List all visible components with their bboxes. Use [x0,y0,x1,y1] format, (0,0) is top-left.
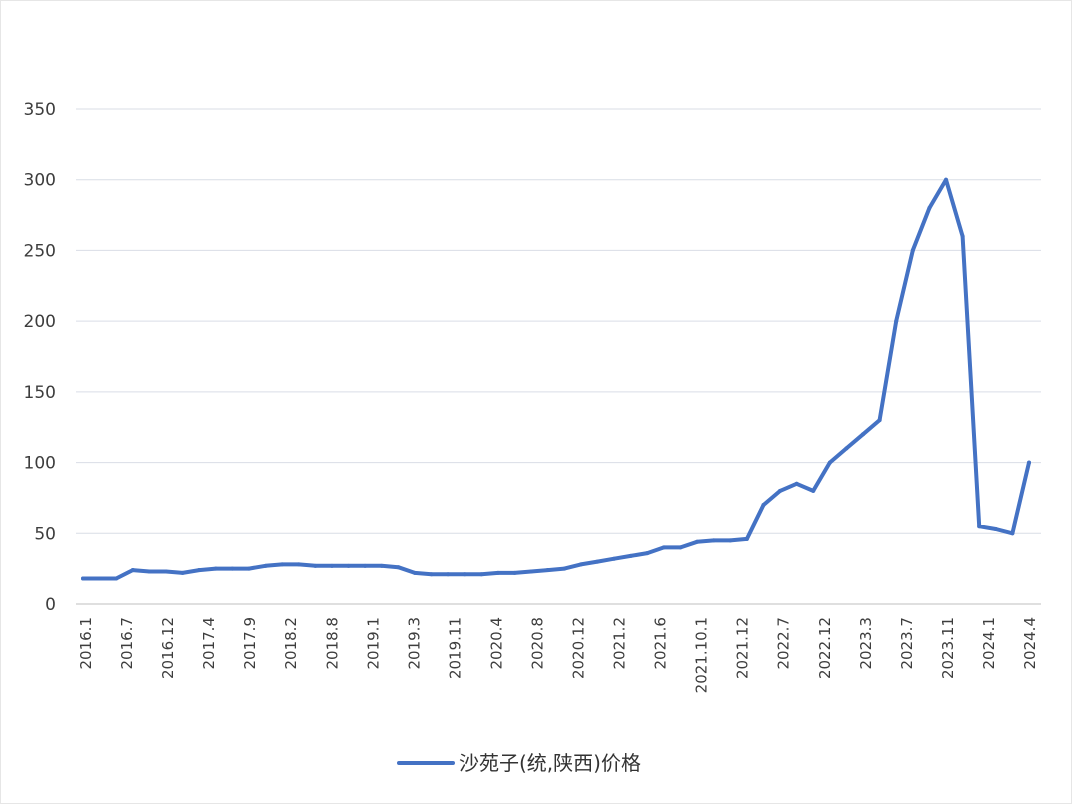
data-point [213,566,218,571]
data-point [379,563,384,568]
data-point [412,570,417,575]
data-point [844,446,849,451]
data-point [877,418,882,423]
data-point [180,570,185,575]
x-tick-label: 2021.6 [652,617,670,670]
data-point [794,481,799,486]
series-layer [81,177,1031,581]
data-point [761,503,766,507]
x-tick-label: 2019.11 [446,617,464,679]
y-tick-label: 100 [24,454,56,474]
x-tick-label: 2023.7 [898,617,916,670]
x-tick-label: 2019.3 [405,617,423,670]
y-tick-label: 0 [45,595,56,615]
x-tick-label: 2020.8 [528,617,546,670]
data-point [993,527,998,532]
y-tick-label: 50 [34,524,56,544]
x-tick-label: 2017.4 [200,617,218,670]
series-line [81,177,1031,581]
data-point [346,563,351,568]
data-point [728,538,733,543]
data-point [894,319,899,324]
legend-label: 沙苑子(统,陕西)价格 [459,751,641,775]
data-point [396,565,401,570]
x-axis-ticks: 2016.1 2016.7 2016.12 2017.4 2017.9 2018.2 201… [77,617,1039,693]
data-point [595,559,600,564]
data-point [230,566,235,571]
data-point [744,536,749,541]
gridlines [76,108,1041,605]
data-point [81,576,85,581]
x-tick-label: 2020.4 [487,617,505,670]
y-axis-ticks: 0 50 100 150 200 250 300 350 [24,100,56,615]
data-point [562,566,567,571]
data-point [1010,531,1015,536]
data-point [977,524,982,529]
x-tick-label: 2019.1 [364,617,382,670]
data-point [910,248,915,253]
data-point [612,556,617,561]
data-point [363,563,368,568]
x-tick-label: 2022.7 [775,617,793,670]
data-point [429,572,434,577]
x-tick-label: 2017.9 [241,617,259,670]
data-point [927,206,932,210]
x-tick-label: 2023.11 [939,617,957,679]
data-point [529,569,534,574]
x-tick-label: 2018.2 [282,617,300,670]
x-tick-label: 2024.1 [980,617,998,670]
data-point [130,568,135,573]
data-point [97,576,102,581]
y-tick-label: 150 [24,383,56,403]
data-point [578,562,583,567]
x-tick-label: 2016.12 [159,617,177,679]
data-point [296,562,301,567]
data-point [246,566,251,571]
x-tick-label: 2024.4 [1021,617,1039,670]
y-tick-label: 350 [24,100,56,120]
data-point [495,570,500,575]
data-point [545,568,550,573]
data-point [197,568,202,573]
data-point [661,545,666,550]
data-point [479,572,484,577]
legend: 沙苑子(统,陕西)价格 [397,751,641,775]
data-point [313,563,318,568]
y-tick-label: 250 [24,241,56,261]
data-point [512,570,517,575]
data-point [827,460,832,465]
data-point [811,488,816,493]
data-point [645,551,650,556]
x-tick-label: 2021.12 [734,617,752,679]
x-tick-label: 2018.8 [323,617,341,670]
data-point [944,177,949,182]
y-tick-label: 300 [24,171,56,191]
data-point [163,569,168,574]
x-tick-label: 2021.10.1 [693,617,711,693]
data-point [462,572,467,577]
x-tick-label: 2021.2 [611,617,629,670]
data-point [263,563,268,568]
data-point [695,539,700,544]
x-tick-label: 2023.3 [857,617,875,670]
data-point [960,234,965,239]
data-point [861,432,866,437]
data-point [678,545,683,550]
data-point [147,569,152,574]
x-tick-label: 2016.1 [77,617,95,670]
data-point [446,572,451,577]
data-point [628,553,633,558]
data-point [114,576,119,581]
data-point [778,488,783,493]
x-tick-label: 2020.12 [570,617,588,679]
data-point [1027,460,1031,465]
data-point [711,538,716,543]
x-tick-label: 2022.12 [816,617,834,679]
y-tick-label: 200 [24,312,56,332]
data-point [329,563,334,568]
x-tick-label: 2016.7 [118,617,136,670]
data-point [280,562,285,567]
